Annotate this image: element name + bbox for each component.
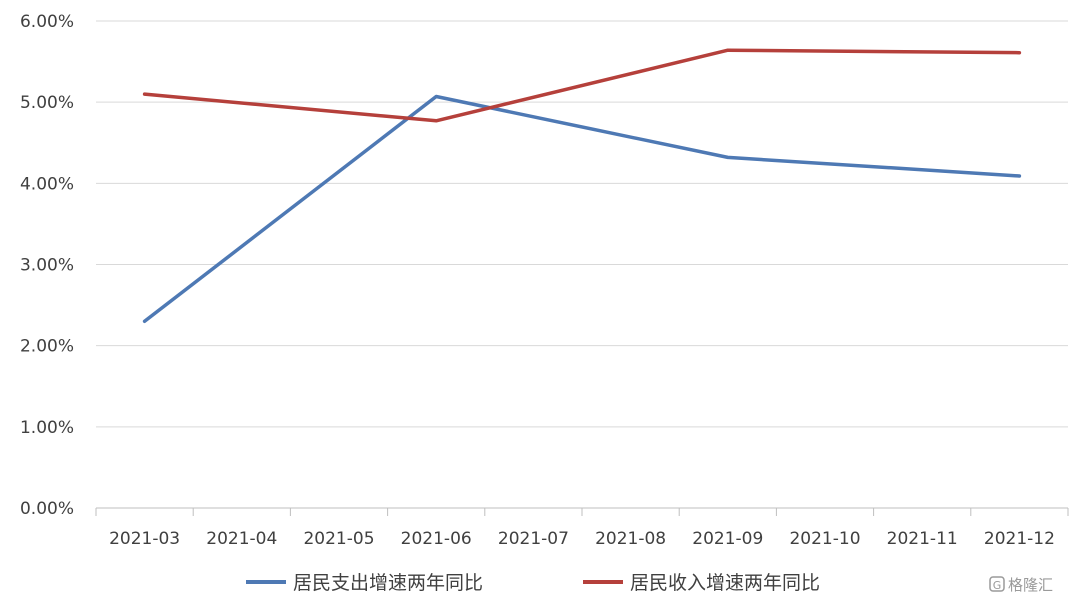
series-line-2 [142, 48, 1022, 123]
gridlines [96, 20, 1068, 428]
x-tick-label: 2021-11 [887, 529, 958, 549]
x-tick-label: 2021-04 [206, 529, 277, 549]
x-axis-tick-labels: 2021-03 2021-04 2021-05 2021-06 2021-07 2021-… [109, 529, 1055, 549]
watermark: G 格隆汇 [989, 576, 1053, 594]
series-line-1 [142, 94, 1022, 324]
x-tick-label: 2021-09 [692, 529, 763, 549]
legend-label: 居民支出增速两年同比 [293, 572, 483, 594]
x-tick-label: 2021-10 [789, 529, 860, 549]
watermark-text: 格隆汇 [1008, 576, 1053, 594]
y-tick-label: 2.00% [20, 337, 74, 357]
legend: 居民支出增速两年同比 居民收入增速两年同比 [246, 572, 820, 594]
watermark-logo-icon [989, 576, 1005, 592]
x-tick-label: 2021-03 [109, 529, 180, 549]
x-tick-label: 2021-12 [984, 529, 1055, 549]
x-tick-label: 2021-07 [498, 529, 569, 549]
x-tick-label: 2021-06 [401, 529, 472, 549]
y-tick-label: 0.00% [20, 499, 74, 519]
y-tick-label: 3.00% [20, 256, 74, 276]
y-tick-label: 5.00% [20, 93, 74, 113]
x-axis [95, 507, 1069, 516]
x-tick-label: 2021-05 [303, 529, 374, 549]
watermark-logo-letter: G [993, 579, 1002, 592]
x-tick-label: 2021-08 [595, 529, 666, 549]
y-tick-label: 1.00% [20, 418, 74, 438]
legend-label: 居民收入增速两年同比 [630, 572, 820, 594]
y-tick-label: 4.00% [20, 174, 74, 194]
series-lines [142, 48, 1022, 324]
y-tick-label: 6.00% [20, 12, 74, 32]
y-axis-tick-labels: 0.00% 1.00% 2.00% 3.00% 4.00% 5.00% 6.00% [20, 12, 74, 519]
